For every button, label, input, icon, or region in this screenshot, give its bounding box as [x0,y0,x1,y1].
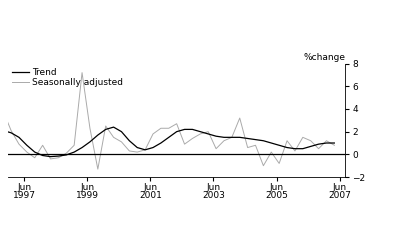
Seasonally adjusted [143,148,148,151]
Seasonally adjusted [237,117,242,119]
Line: Seasonally adjusted: Seasonally adjusted [3,73,334,169]
Trend [308,145,313,148]
Seasonally adjusted [308,139,313,142]
Trend [253,138,258,141]
Seasonally adjusted [222,139,226,142]
Seasonally adjusted [40,144,45,147]
Seasonally adjusted [214,147,218,150]
Seasonally adjusted [316,147,321,150]
Seasonally adjusted [166,127,171,130]
Trend [48,155,53,158]
Seasonally adjusted [95,168,100,170]
Seasonally adjusted [33,156,37,159]
Trend [182,128,187,131]
Trend [245,137,250,140]
Trend [95,134,100,136]
Seasonally adjusted [324,139,329,142]
Seasonally adjusted [56,156,61,159]
Seasonally adjusted [190,137,195,140]
Trend [174,130,179,133]
Seasonally adjusted [135,151,140,153]
Trend [143,148,148,151]
Seasonally adjusted [253,144,258,147]
Trend [214,135,218,138]
Trend [150,146,155,149]
Seasonally adjusted [9,129,13,132]
Seasonally adjusted [127,150,132,152]
Trend [80,146,85,149]
Trend [301,147,305,150]
Text: %change: %change [303,53,345,62]
Trend [17,136,21,139]
Seasonally adjusted [182,143,187,146]
Trend [127,139,132,142]
Trend [277,144,281,147]
Seasonally adjusted [158,127,163,130]
Seasonally adjusted [293,150,297,152]
Seasonally adjusted [174,122,179,125]
Trend [229,136,234,139]
Seasonally adjusted [119,141,124,143]
Trend [64,153,69,156]
Trend [158,142,163,144]
Trend [332,142,337,144]
Trend [72,151,77,153]
Seasonally adjusted [245,146,250,149]
Trend [269,142,274,144]
Seasonally adjusted [285,139,289,142]
Trend [135,146,140,149]
Trend [206,133,210,135]
Trend [316,143,321,146]
Trend [261,139,266,142]
Trend [166,136,171,139]
Trend [293,147,297,150]
Trend [56,155,61,158]
Trend [25,144,29,147]
Seasonally adjusted [229,136,234,139]
Seasonally adjusted [277,162,281,165]
Legend: Trend, Seasonally adjusted: Trend, Seasonally adjusted [12,68,123,87]
Seasonally adjusted [17,143,21,146]
Seasonally adjusted [150,133,155,135]
Line: Trend: Trend [3,127,334,157]
Trend [88,141,93,143]
Trend [190,128,195,131]
Trend [9,131,13,134]
Trend [1,129,6,132]
Trend [285,146,289,149]
Trend [40,154,45,157]
Trend [237,136,242,139]
Trend [324,142,329,144]
Seasonally adjusted [103,125,108,127]
Seasonally adjusted [261,164,266,167]
Trend [111,126,116,128]
Trend [222,136,226,139]
Seasonally adjusted [198,133,203,135]
Seasonally adjusted [88,127,93,130]
Trend [198,130,203,133]
Seasonally adjusted [301,136,305,139]
Trend [119,130,124,133]
Seasonally adjusted [111,136,116,139]
Trend [33,151,37,153]
Seasonally adjusted [206,130,210,133]
Seasonally adjusted [25,151,29,153]
Seasonally adjusted [72,144,77,147]
Seasonally adjusted [48,158,53,160]
Seasonally adjusted [1,110,6,113]
Seasonally adjusted [64,152,69,155]
Seasonally adjusted [269,151,274,153]
Seasonally adjusted [80,71,85,74]
Trend [103,128,108,131]
Seasonally adjusted [332,144,337,147]
